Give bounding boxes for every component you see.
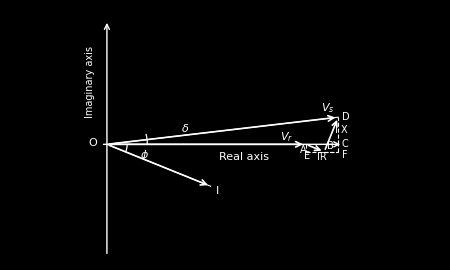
Text: F: F [342,150,347,160]
Text: IR: IR [318,153,327,163]
Text: A: A [300,145,306,155]
Text: B: B [327,141,333,151]
Text: Imaginary axis: Imaginary axis [85,46,94,118]
Text: I: I [216,186,219,196]
Text: Real axis: Real axis [219,152,269,162]
Text: $\phi$: $\phi$ [140,148,149,161]
Text: I X: I X [335,125,347,135]
Text: $V_s$: $V_s$ [321,101,334,115]
Text: O: O [88,138,97,148]
Text: E: E [304,151,310,161]
Text: $\delta$: $\delta$ [181,123,189,134]
Text: C: C [342,139,349,149]
Text: D: D [342,112,350,122]
Text: $V_r$: $V_r$ [280,130,293,144]
